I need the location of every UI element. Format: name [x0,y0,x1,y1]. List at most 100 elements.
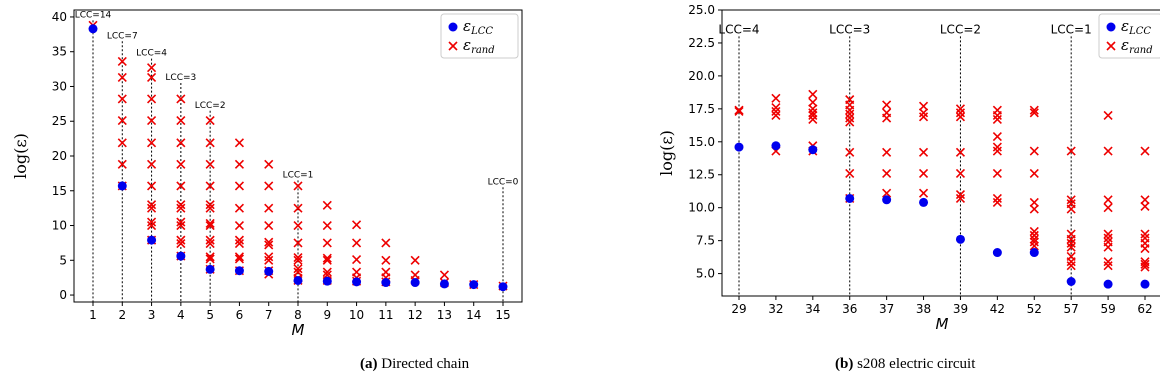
lcc-point [88,24,98,34]
lcc-point [1140,279,1150,289]
lcc-point [1029,248,1039,258]
rand-point [147,94,157,104]
rand-point [352,238,362,248]
x-stroke [381,255,391,265]
lcc-point [234,266,244,276]
caption-b-text: s208 electric circuit [857,356,976,372]
legend-rand-marker [448,41,458,51]
x-stroke [955,189,966,200]
y-axis-label: log(ε) [11,133,30,179]
x-stroke [205,115,215,126]
x-stroke [1103,146,1113,156]
y-tick-label: 5 [59,253,67,267]
x-stroke [147,181,157,191]
rand-point [1103,146,1113,156]
legend-lcc-label: εLCC [463,17,493,37]
x-stroke [1029,226,1039,236]
x-tick-label: 42 [990,302,1005,316]
rand-point [808,97,818,107]
rand-point [882,147,892,157]
x-stroke [1029,108,1039,118]
x-stroke [808,110,818,121]
lcc-annotation: LCC=2 [940,22,981,36]
rand-point [1066,238,1076,248]
x-stroke [234,239,244,249]
y-tick-label: 15 [52,184,67,198]
x-stroke [1103,257,1113,267]
x-stroke [322,220,332,231]
rand-point [1140,146,1150,156]
rand-point [234,235,244,245]
x-stroke [1140,229,1150,239]
x-stroke [882,113,892,123]
x-stroke [808,97,818,107]
x-stroke [1140,259,1150,269]
rand-point [1029,237,1039,247]
rand-point [205,254,215,264]
x-stroke [147,217,157,227]
rand-point [1140,201,1150,211]
x-stroke [1103,229,1113,239]
rand-point [205,239,215,249]
rand-point [234,239,244,249]
x-stroke [845,168,855,178]
lcc-point [955,234,965,244]
x-stroke [734,105,744,115]
x-tick-label: 52 [1027,302,1042,316]
x-stroke [147,200,157,210]
x-stroke [147,63,157,73]
x-tick-label: 8 [294,308,302,322]
lcc-point [992,248,1002,258]
rand-point [176,138,186,148]
rand-point [147,63,157,73]
x-stroke [845,113,855,123]
rand-point [1140,262,1150,272]
x-stroke [322,267,332,277]
x-stroke [234,138,244,148]
x-tick-label: 11 [378,308,393,322]
rand-point [771,102,781,113]
y-tick-label: 10 [52,219,67,233]
rand-point [439,270,449,280]
lcc-point [1103,279,1113,289]
rand-point [955,112,966,122]
legend-lcc-marker [448,22,458,32]
rand-point [845,147,855,157]
x-stroke [955,112,966,122]
x-stroke [1103,233,1113,243]
x-stroke [322,200,332,210]
rand-point [205,138,215,148]
rand-point [1140,243,1150,254]
y-tick-label: 10.0 [688,201,715,215]
rand-point [808,89,818,99]
rand-point [264,159,274,169]
rand-point [1103,233,1113,243]
lcc-annotation: LCC=1 [1051,22,1092,36]
x-stroke [205,159,215,169]
x-stroke [205,252,215,262]
rand-point [955,193,966,204]
x-stroke [1066,242,1076,252]
x-stroke [234,254,244,264]
rand-point [1029,204,1039,214]
x-stroke [234,235,244,245]
x-axis-label: M [936,315,949,333]
rand-point [918,188,929,198]
x-tick-label: 14 [466,308,481,322]
x-tick-label: 9 [323,308,331,322]
rand-point [1066,204,1076,214]
x-stroke [234,159,244,169]
rand-point [1103,110,1113,121]
x-axis-label: M [292,321,305,339]
x-tick-label: 10 [349,308,364,322]
x-tick-label: 38 [916,302,931,316]
rand-point [1029,234,1039,244]
rand-point [176,217,186,227]
lcc-annotation: LCC=3 [829,22,870,36]
rand-point [234,220,244,231]
rand-point [808,104,818,114]
x-stroke [205,181,215,191]
lcc-annotation: LCC=1 [283,170,314,180]
rand-point [117,94,127,104]
rand-point [955,147,966,157]
